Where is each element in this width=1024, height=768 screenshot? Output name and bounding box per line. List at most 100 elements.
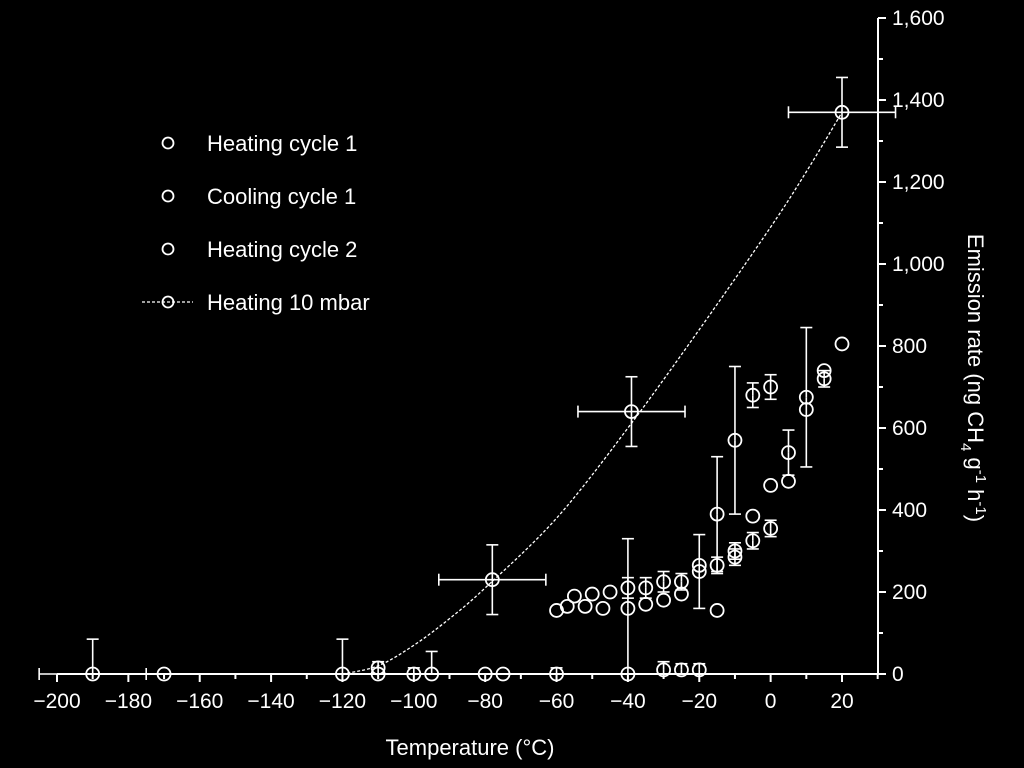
cooling-cycle-1-point xyxy=(709,603,725,618)
data-marker xyxy=(745,508,761,524)
x-tick-label: −60 xyxy=(539,690,575,713)
y-tick-label: 1,600 xyxy=(892,7,945,30)
cooling-cycle-1-point xyxy=(656,592,671,608)
data-marker xyxy=(781,473,796,489)
data-marker xyxy=(763,477,779,493)
data-marker xyxy=(745,533,761,549)
data-marker xyxy=(834,336,850,352)
heating-10-mbar-point xyxy=(437,544,547,616)
heating-cycle-2-point xyxy=(577,598,593,614)
heating-cycle-2-point xyxy=(638,576,654,599)
data-marker xyxy=(638,580,654,596)
data-marker xyxy=(595,601,611,616)
data-marker xyxy=(656,592,671,608)
heating-cycle-2-point xyxy=(620,576,636,599)
cooling-cycle-1-point xyxy=(781,473,796,489)
legend-item: Heating cycle 1 xyxy=(161,131,357,156)
y-axis-title-part: h xyxy=(963,483,988,501)
x-tick-label: −20 xyxy=(681,690,717,713)
heating-cycle-2-point xyxy=(602,584,618,600)
legend-label: Cooling cycle 1 xyxy=(207,184,356,209)
legend-item: Heating cycle 2 xyxy=(161,237,357,262)
y-tick-label: 1,000 xyxy=(892,253,945,276)
axes: −200 −180 −160 −140 −120 −100 −80 −60 −40 −20 0 200… xyxy=(33,7,944,713)
y-axis-title-part: Emission rate (ng CH xyxy=(963,234,988,443)
heating-cycle-2-point xyxy=(566,588,582,604)
x-tick-label: 20 xyxy=(830,690,853,713)
heating-cycle-1-point xyxy=(709,455,725,573)
y-axis-title-part: 4 xyxy=(957,443,974,451)
heating-cycle-2-point xyxy=(763,373,779,401)
legend-item: Cooling cycle 1 xyxy=(161,184,356,209)
data-marker xyxy=(674,574,689,590)
data-marker xyxy=(620,580,636,596)
cooling-cycle-1-point xyxy=(816,369,832,388)
data-marker xyxy=(727,432,743,448)
x-tick-label: −80 xyxy=(467,690,503,713)
x-axis-title: Temperature (°C) xyxy=(386,735,555,760)
legend-label: Heating cycle 2 xyxy=(207,237,357,262)
legend-label: Heating 10 mbar xyxy=(207,290,370,315)
heating-cycle-2-point xyxy=(595,601,611,616)
x-tick-label: −140 xyxy=(247,690,294,713)
x-tick-label: −160 xyxy=(176,690,223,713)
data-marker xyxy=(745,387,761,403)
cooling-cycle-1-point xyxy=(745,531,761,550)
y-axis-title-part: g xyxy=(963,451,988,469)
heating-cycle-2-point xyxy=(816,363,832,379)
data-marker xyxy=(798,402,814,417)
y-axis-title-part: -1 xyxy=(972,470,989,483)
heating-cycle-2-point xyxy=(691,557,707,573)
legend-marker xyxy=(161,295,175,309)
cooling-cycle-1-point xyxy=(638,596,654,612)
x-tick-label: −200 xyxy=(33,690,80,713)
heating-cycle-2-point xyxy=(745,382,761,409)
legend-label: Heating cycle 1 xyxy=(207,131,357,156)
y-axis-title-part: -1 xyxy=(972,501,989,514)
x-tick-label: −120 xyxy=(319,690,366,713)
data-marker xyxy=(709,557,725,573)
data-marker xyxy=(620,601,636,616)
heating-cycle-2-point xyxy=(745,508,761,524)
y-axis-title: Emission rate (ng CH4 g-1 h-1) xyxy=(957,234,989,522)
data-marker xyxy=(691,564,707,579)
cooling-cycle-1-point xyxy=(763,519,779,538)
y-tick-label: 800 xyxy=(892,335,927,358)
data-marker xyxy=(624,404,639,420)
data-marker xyxy=(763,379,779,395)
heating-cycle-1-point xyxy=(798,326,814,468)
heating-cycle-1-point xyxy=(727,365,743,515)
y-tick-label: 1,200 xyxy=(892,171,945,194)
legend-marker xyxy=(161,189,175,203)
data-marker xyxy=(656,574,671,590)
heating-cycle-2-point xyxy=(584,586,600,602)
y-tick-label: 600 xyxy=(892,417,927,440)
legend-marker xyxy=(161,242,175,256)
heating-cycle-2-point xyxy=(781,429,796,476)
cooling-cycle-1-point xyxy=(798,402,814,417)
data-marker xyxy=(674,662,689,678)
data-marker xyxy=(709,603,725,618)
cooling-cycle-1-point xyxy=(691,533,707,610)
heating-cycle-2-point xyxy=(674,572,689,591)
legend-item: Heating 10 mbar xyxy=(142,290,370,315)
x-tick-label: 0 xyxy=(765,690,777,713)
y-tick-label: 0 xyxy=(892,663,904,686)
data-marker xyxy=(727,543,743,559)
heating-10-mbar-point xyxy=(787,76,897,148)
x-tick-label: −100 xyxy=(390,690,437,713)
heating-cycle-2-point xyxy=(656,570,671,593)
heating-cycle-2-point xyxy=(709,556,725,575)
data-marker xyxy=(763,521,779,536)
data-marker xyxy=(602,584,618,600)
x-tick-label: −180 xyxy=(105,690,152,713)
y-axis-title-part: ) xyxy=(963,515,988,522)
cooling-cycle-1-point xyxy=(620,537,636,675)
heating-cycle-2-point xyxy=(834,336,850,352)
legend-marker xyxy=(161,136,175,150)
y-tick-label: 1,400 xyxy=(892,89,945,112)
y-tick-label: 200 xyxy=(892,581,927,604)
data-marker xyxy=(816,363,832,379)
data-marker xyxy=(566,588,582,604)
